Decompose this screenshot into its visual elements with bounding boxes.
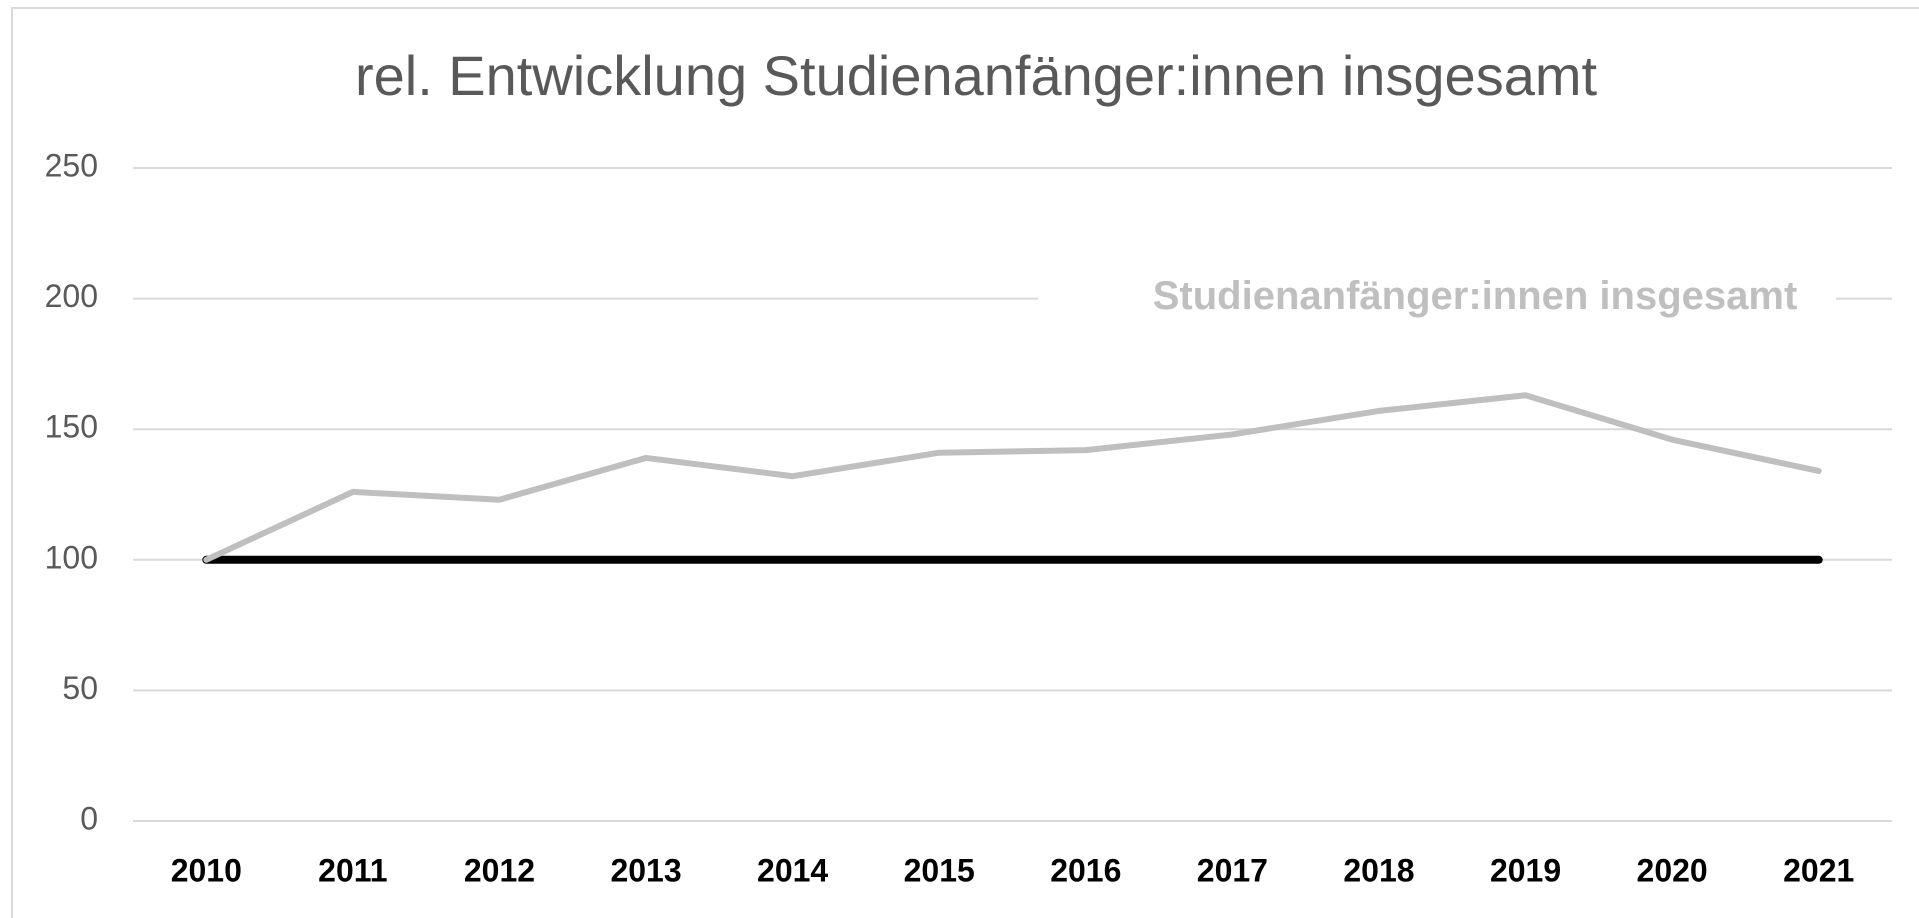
- x-tick-label: 2016: [1050, 852, 1121, 888]
- label-background: [1038, 268, 1836, 329]
- chart-frame: [11, 7, 1919, 918]
- x-tick-label: 2021: [1783, 852, 1854, 888]
- x-tick-label: 2015: [904, 852, 975, 888]
- x-tick-label: 2017: [1197, 852, 1268, 888]
- y-tick-label: 50: [62, 670, 98, 706]
- x-tick-label: 2010: [171, 852, 242, 888]
- x-tick-label: 2011: [318, 852, 387, 888]
- chart-title: rel. Entwicklung Studienanfänger:innen i…: [355, 44, 1598, 107]
- series-label: Studienanfänger:innen insgesamt: [1153, 274, 1798, 318]
- line-series: [203, 392, 1822, 563]
- y-tick-label: 100: [45, 539, 98, 575]
- y-tick-label: 150: [45, 409, 98, 445]
- x-tick-label: 2014: [757, 852, 828, 888]
- x-tick-label: 2018: [1343, 852, 1414, 888]
- x-tick-label: 2020: [1637, 852, 1708, 888]
- y-tick-label: 200: [45, 278, 98, 314]
- y-tick-label: 0: [80, 800, 98, 836]
- x-tick-label: 2019: [1490, 852, 1561, 888]
- y-tick-label: 250: [45, 147, 98, 183]
- x-tick-label: 2013: [610, 852, 681, 888]
- x-tick-label: 2012: [464, 852, 535, 888]
